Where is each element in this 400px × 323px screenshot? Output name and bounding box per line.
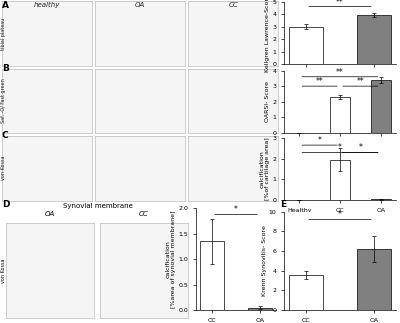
Bar — [330, 160, 350, 200]
Y-axis label: calcification
[%area of synovial membrane]: calcification [%area of synovial membran… — [166, 211, 176, 308]
Bar — [289, 26, 323, 64]
Bar — [289, 275, 323, 310]
Text: *: * — [234, 205, 238, 214]
Text: D: D — [2, 200, 10, 209]
Text: Synovial membrane: Synovial membrane — [63, 203, 133, 210]
Bar — [330, 97, 350, 133]
Text: B: B — [2, 64, 9, 73]
Text: **: ** — [316, 77, 324, 86]
Bar — [200, 241, 224, 310]
Text: healthy: healthy — [34, 2, 60, 8]
Text: *: * — [358, 143, 362, 152]
Text: **: ** — [336, 0, 344, 6]
Text: von Kossa: von Kossa — [1, 258, 6, 283]
Text: *: * — [318, 136, 322, 145]
Bar — [248, 307, 272, 310]
Text: von Kossa: von Kossa — [1, 156, 6, 181]
Text: *: * — [338, 211, 342, 219]
Text: Saf. -O/ Fast green: Saf. -O/ Fast green — [1, 78, 6, 123]
Text: OA: OA — [135, 2, 145, 8]
Text: E: E — [280, 200, 286, 209]
Bar — [370, 80, 391, 133]
Y-axis label: Krenn Synovitis- Score: Krenn Synovitis- Score — [262, 225, 266, 296]
Text: C: C — [2, 131, 9, 141]
Text: **: ** — [336, 68, 344, 77]
Text: **: ** — [356, 77, 364, 86]
Text: OA: OA — [45, 211, 55, 217]
Text: tibial plateau: tibial plateau — [1, 17, 6, 50]
Bar — [370, 199, 391, 200]
Bar — [357, 249, 391, 310]
Y-axis label: Kellgren Lawrence-Score: Kellgren Lawrence-Score — [265, 0, 270, 72]
Bar — [357, 16, 391, 64]
Text: A: A — [2, 1, 9, 10]
Y-axis label: calcification
[%of cartilage area]: calcification [%of cartilage area] — [260, 138, 270, 200]
Text: *: * — [338, 143, 342, 152]
Y-axis label: OARSI- Score: OARSI- Score — [265, 81, 270, 122]
Text: CC: CC — [228, 2, 238, 8]
Text: CC: CC — [139, 211, 149, 217]
